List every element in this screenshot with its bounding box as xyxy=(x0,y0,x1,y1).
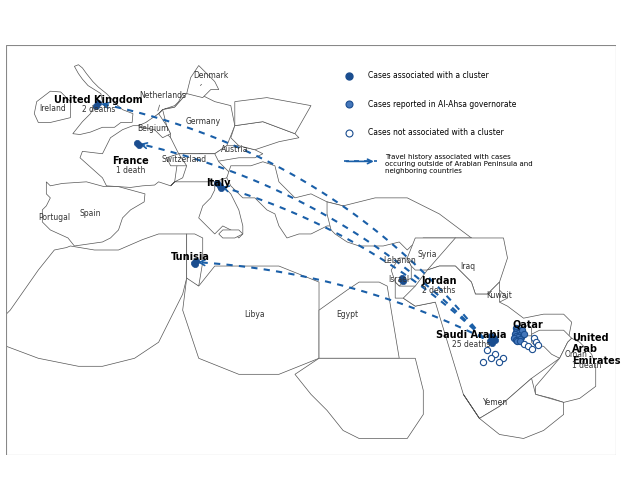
Text: Italy: Italy xyxy=(207,178,231,188)
Polygon shape xyxy=(227,162,347,238)
Polygon shape xyxy=(488,290,508,302)
Polygon shape xyxy=(80,126,184,188)
Polygon shape xyxy=(187,66,219,98)
Text: Saudi Arabia: Saudi Arabia xyxy=(436,330,507,340)
Text: Spain: Spain xyxy=(80,210,101,218)
Text: Travel history associated with cases
occuring outside of Arabian Peninsula and
n: Travel history associated with cases occ… xyxy=(385,154,532,174)
Text: Switzerland: Switzerland xyxy=(162,155,207,164)
Text: Austria: Austria xyxy=(221,145,249,154)
Text: Belgium: Belgium xyxy=(137,124,169,132)
Polygon shape xyxy=(327,198,475,250)
Polygon shape xyxy=(2,234,187,366)
Text: 2 deaths: 2 deaths xyxy=(81,105,115,114)
Text: Jordan: Jordan xyxy=(422,276,457,286)
Text: Germany: Germany xyxy=(185,117,220,126)
Polygon shape xyxy=(463,378,564,438)
Text: 2 deaths: 2 deaths xyxy=(422,286,455,295)
Polygon shape xyxy=(395,282,435,306)
Text: Cases not associated with a cluster: Cases not associated with a cluster xyxy=(368,128,504,138)
Polygon shape xyxy=(231,122,299,150)
Polygon shape xyxy=(146,94,187,122)
Text: Tunisia: Tunisia xyxy=(171,252,210,262)
Text: Yemen: Yemen xyxy=(483,398,508,407)
Polygon shape xyxy=(234,98,311,134)
Text: Cases associated with a cluster: Cases associated with a cluster xyxy=(368,71,489,80)
Polygon shape xyxy=(319,282,399,358)
Polygon shape xyxy=(139,114,170,138)
Polygon shape xyxy=(198,146,263,162)
Text: Kuwait: Kuwait xyxy=(486,291,513,300)
Text: United Kingdom: United Kingdom xyxy=(54,95,143,105)
Polygon shape xyxy=(170,154,231,186)
Text: United
Arab
Emirates: United Arab Emirates xyxy=(572,332,620,366)
Polygon shape xyxy=(219,230,243,238)
Text: France: France xyxy=(112,156,149,166)
Text: 1 death: 1 death xyxy=(116,166,145,175)
Polygon shape xyxy=(295,358,424,438)
Text: Netherlands: Netherlands xyxy=(139,90,186,111)
Text: Syria: Syria xyxy=(417,250,437,258)
Polygon shape xyxy=(34,91,70,122)
Text: Iraq: Iraq xyxy=(460,262,475,270)
Polygon shape xyxy=(198,182,243,238)
Text: Oman: Oman xyxy=(564,350,587,359)
Text: Cases reported in Al-Ahsa governorate: Cases reported in Al-Ahsa governorate xyxy=(368,100,517,108)
Polygon shape xyxy=(183,266,319,374)
Text: Denmark: Denmark xyxy=(193,70,228,86)
Polygon shape xyxy=(532,330,572,358)
Text: Egypt: Egypt xyxy=(336,310,358,318)
Text: Lebanon: Lebanon xyxy=(383,256,415,265)
Text: Libya: Libya xyxy=(244,310,265,318)
Polygon shape xyxy=(403,266,572,418)
Polygon shape xyxy=(407,238,475,270)
Polygon shape xyxy=(167,154,203,166)
Text: Portugal: Portugal xyxy=(39,214,70,222)
Text: 25 deaths: 25 deaths xyxy=(452,340,491,349)
Polygon shape xyxy=(391,258,411,286)
Polygon shape xyxy=(427,238,508,294)
Polygon shape xyxy=(524,324,532,336)
Polygon shape xyxy=(42,182,145,246)
Text: 1 death: 1 death xyxy=(572,362,601,370)
Text: Qatar: Qatar xyxy=(512,320,543,330)
Polygon shape xyxy=(73,64,133,134)
Text: Ireland: Ireland xyxy=(39,104,66,112)
Polygon shape xyxy=(536,338,596,402)
Text: Israel: Israel xyxy=(389,275,410,284)
Polygon shape xyxy=(187,234,203,286)
Polygon shape xyxy=(162,94,234,154)
